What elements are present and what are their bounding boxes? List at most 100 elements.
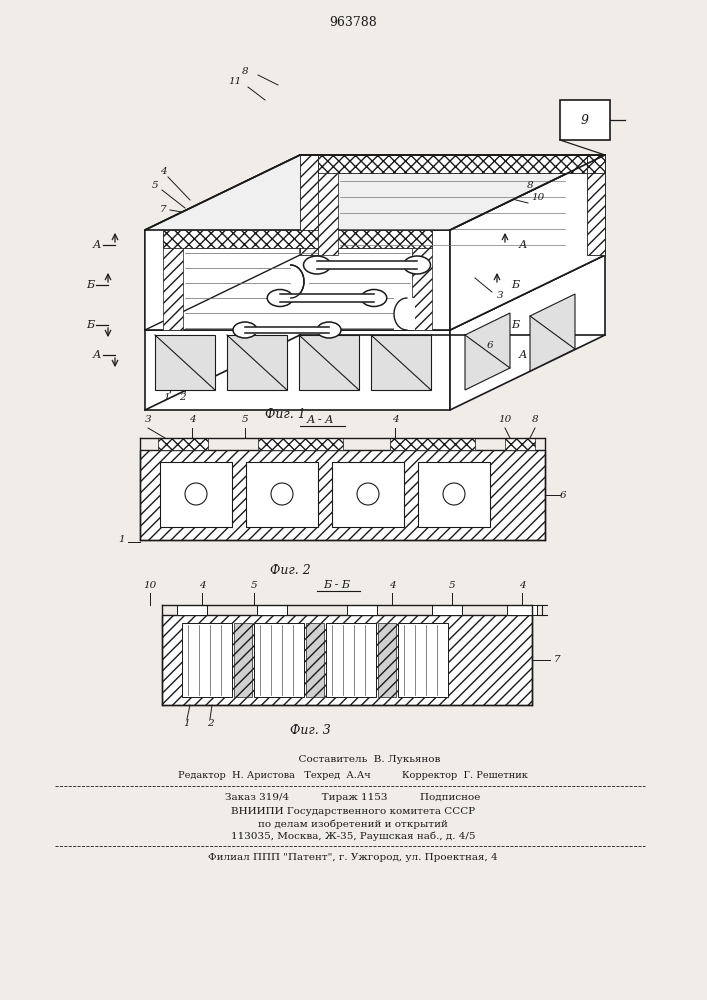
Text: А - А: А - А (306, 415, 334, 425)
Bar (306, 623, 324, 697)
Text: 10: 10 (144, 580, 157, 589)
Bar (234, 623, 252, 697)
Polygon shape (450, 155, 605, 330)
Text: ВНИИПИ Государственного комитета СССР: ВНИИПИ Государственного комитета СССР (231, 808, 475, 816)
Polygon shape (318, 155, 587, 173)
Ellipse shape (267, 290, 293, 306)
Bar (145, 230, 450, 330)
Ellipse shape (361, 290, 387, 306)
Ellipse shape (233, 322, 257, 338)
Bar (257, 605, 287, 615)
Text: 8: 8 (527, 180, 533, 190)
Bar (177, 605, 207, 615)
Bar (418, 462, 490, 527)
Ellipse shape (357, 483, 379, 505)
Bar (158, 438, 208, 450)
Ellipse shape (185, 483, 207, 505)
Bar (560, 100, 610, 140)
Text: 10: 10 (498, 416, 512, 424)
Text: 963788: 963788 (329, 15, 377, 28)
Polygon shape (145, 155, 300, 330)
Bar (326, 623, 376, 697)
Text: Филиал ППП "Патент", г. Ужгород, ул. Проектная, 4: Филиал ППП "Патент", г. Ужгород, ул. Про… (208, 854, 498, 862)
Bar (155, 335, 215, 390)
Bar (163, 230, 432, 248)
Bar (378, 623, 396, 697)
Bar (140, 450, 545, 540)
Text: 1: 1 (184, 718, 190, 728)
Bar (398, 623, 448, 697)
Text: 7: 7 (160, 206, 166, 215)
Bar (163, 248, 183, 330)
Polygon shape (300, 155, 318, 255)
Ellipse shape (271, 483, 293, 505)
Text: 1: 1 (119, 536, 125, 544)
Text: 5: 5 (152, 180, 158, 190)
Text: Фиг. 2: Фиг. 2 (269, 564, 310, 576)
Ellipse shape (443, 483, 465, 505)
Text: по делам изобретений и открытий: по делам изобретений и открытий (258, 819, 448, 829)
Text: Редактор  Н. Аристова   Техред  А.Ач          Корректор  Г. Решетник: Редактор Н. Аристова Техред А.Ач Коррект… (178, 772, 528, 780)
Polygon shape (145, 155, 605, 230)
Bar (160, 462, 232, 527)
Text: 10: 10 (532, 194, 544, 202)
Bar (299, 335, 359, 390)
Bar (246, 462, 318, 527)
Text: 1: 1 (164, 393, 170, 402)
Text: 8: 8 (532, 416, 538, 424)
Text: А: А (519, 240, 527, 250)
Polygon shape (587, 155, 605, 255)
Text: 9: 9 (581, 113, 589, 126)
Ellipse shape (404, 256, 431, 274)
Polygon shape (145, 255, 605, 330)
Text: 6: 6 (560, 490, 566, 499)
Bar (258, 438, 343, 450)
Text: Б: Б (511, 320, 519, 330)
Text: А: А (93, 350, 101, 360)
Bar (182, 623, 232, 697)
Text: 7: 7 (554, 656, 561, 664)
Text: 4: 4 (392, 416, 398, 424)
Text: Заказ 319/4          Тираж 1153          Подписное: Заказ 319/4 Тираж 1153 Подписное (226, 794, 481, 802)
Ellipse shape (317, 322, 341, 338)
Text: А: А (93, 240, 101, 250)
Bar (347, 605, 377, 615)
Text: Б: Б (86, 320, 94, 330)
Polygon shape (450, 255, 605, 410)
Text: 4: 4 (189, 416, 195, 424)
Bar (505, 438, 535, 450)
Text: Фиг. 3: Фиг. 3 (290, 724, 330, 736)
Text: 3: 3 (497, 290, 503, 300)
Text: 3: 3 (145, 416, 151, 424)
Bar (412, 248, 432, 330)
Text: 4: 4 (519, 580, 525, 589)
Text: 5: 5 (251, 580, 257, 589)
Text: Б: Б (86, 280, 94, 290)
Polygon shape (587, 155, 605, 173)
Bar (227, 335, 287, 390)
Bar (145, 330, 450, 410)
Text: 5: 5 (449, 580, 455, 589)
Bar (254, 623, 304, 697)
Text: Составитель  В. Лукьянов: Составитель В. Лукьянов (266, 756, 440, 764)
Text: 2: 2 (206, 718, 214, 728)
Bar (317, 261, 417, 269)
Text: 11: 11 (228, 78, 242, 87)
Text: 6: 6 (486, 340, 493, 350)
Text: 8: 8 (242, 68, 248, 77)
Bar (432, 605, 462, 615)
Bar (394, 298, 415, 330)
Text: 113035, Москва, Ж-35, Раушская наб., д. 4/5: 113035, Москва, Ж-35, Раушская наб., д. … (230, 831, 475, 841)
Bar (291, 265, 309, 298)
Bar (280, 294, 374, 302)
Text: 4: 4 (389, 580, 395, 589)
Bar (162, 615, 532, 705)
Bar (245, 327, 329, 334)
Ellipse shape (303, 256, 330, 274)
Polygon shape (318, 173, 338, 255)
Text: 5: 5 (242, 416, 248, 424)
Text: 2: 2 (179, 393, 185, 402)
Bar (332, 462, 404, 527)
Bar (507, 605, 537, 615)
Text: А: А (519, 350, 527, 360)
